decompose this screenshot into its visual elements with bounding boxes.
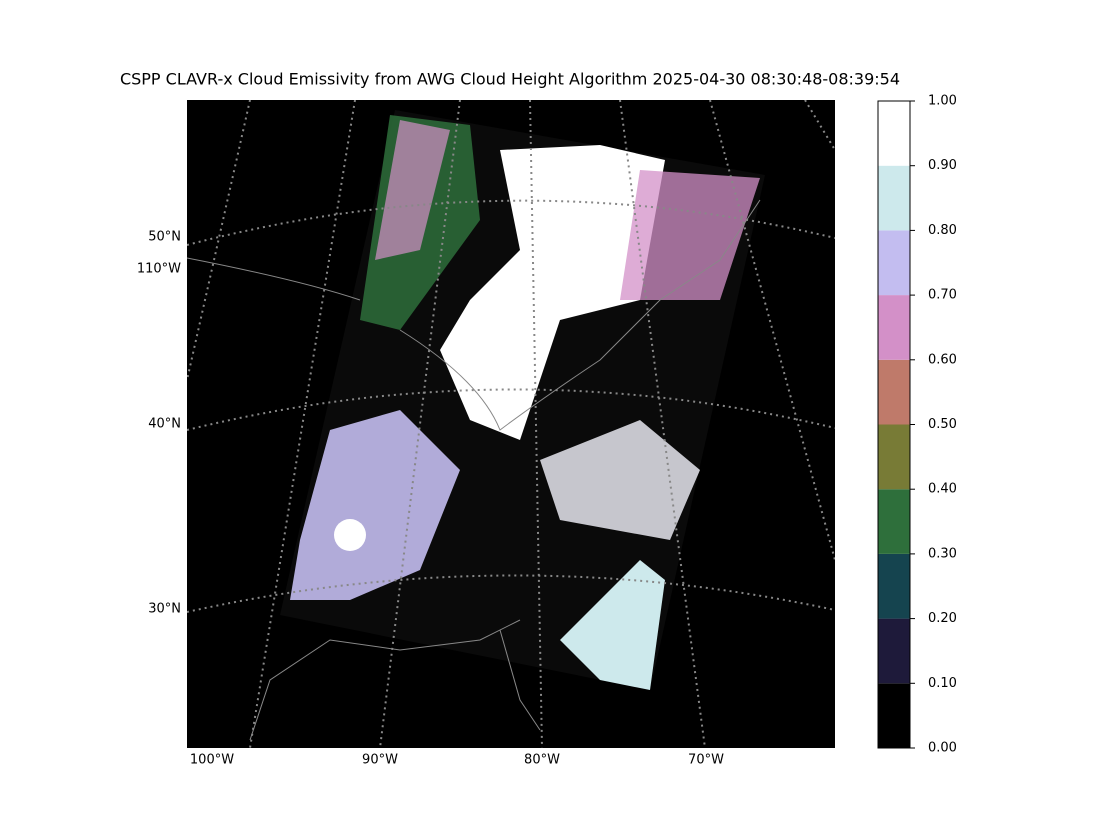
cloud-lavender bbox=[290, 410, 460, 600]
lon-label: 90°W bbox=[362, 753, 398, 768]
coastline bbox=[187, 199, 761, 741]
colorbar-segment bbox=[878, 101, 910, 166]
colorbar-tick-label: 0.20 bbox=[928, 611, 957, 626]
colorbar-tick-label: 0.30 bbox=[928, 546, 957, 561]
colorbar-tick-label: 0.40 bbox=[928, 482, 957, 497]
lat-label: 50°N bbox=[148, 230, 181, 245]
cloud-white bbox=[440, 145, 665, 440]
colorbar-tick-label: 0.90 bbox=[928, 158, 957, 173]
colorbar-tick-label: 0.60 bbox=[928, 352, 957, 367]
colorbar-segment bbox=[878, 295, 910, 360]
cloud-east bbox=[540, 420, 700, 540]
colorbar-tick-label: 0.00 bbox=[928, 741, 957, 756]
colorbar-segment bbox=[878, 424, 910, 490]
map-title: CSPP CLAVR-x Cloud Emissivity from AWG C… bbox=[120, 70, 900, 89]
colorbar-segment bbox=[878, 618, 910, 684]
cloud-ocean bbox=[560, 560, 665, 690]
lon-label: 80°W bbox=[524, 753, 560, 768]
cloud-core bbox=[334, 519, 366, 551]
colorbar-tick-label: 0.70 bbox=[928, 288, 957, 303]
cloud-pink-ne bbox=[620, 170, 760, 300]
colorbar: 0.00 0.10 0.20 0.30 0.40 0.50 0.60 0.70 0.80 0.90… bbox=[877, 94, 957, 756]
colorbar-segment bbox=[878, 553, 910, 619]
lat-label: 110°W bbox=[137, 262, 181, 277]
colorbar-segment bbox=[878, 359, 910, 425]
colorbar-segment bbox=[878, 683, 910, 748]
lat-label: 30°N bbox=[148, 602, 181, 617]
map bbox=[187, 100, 835, 748]
lon-label: 70°W bbox=[688, 753, 724, 768]
colorbar-segment bbox=[878, 165, 910, 231]
map-labels: 50°N 110°W 40°N 30°N 100°W 90°W 80°W 70°W bbox=[137, 230, 724, 768]
colorbar-tick-label: 1.00 bbox=[928, 94, 957, 109]
graticule bbox=[187, 574, 835, 613]
cloud-pink bbox=[375, 120, 450, 260]
graticule bbox=[187, 100, 835, 748]
colorbar-tick-label: 0.80 bbox=[928, 223, 957, 238]
colorbar-segment bbox=[878, 489, 910, 554]
colorbar-segment bbox=[878, 230, 910, 296]
colorbar-tick-label: 0.50 bbox=[928, 417, 957, 432]
lon-label: 100°W bbox=[190, 753, 234, 768]
colorbar-tick-label: 0.10 bbox=[928, 676, 957, 691]
lat-label: 40°N bbox=[148, 417, 181, 432]
